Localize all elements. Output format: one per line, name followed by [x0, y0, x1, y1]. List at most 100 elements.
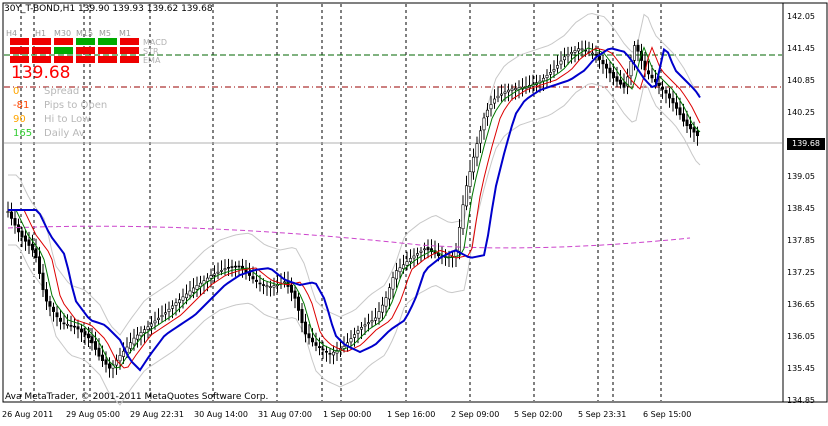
mtf-signal-box — [76, 38, 95, 45]
candle-body — [227, 267, 231, 269]
candle-body — [178, 299, 182, 304]
time-tick: 31 Aug 07:00 — [258, 410, 312, 419]
candle-body — [650, 74, 654, 79]
candle-body — [303, 321, 307, 335]
candle-body — [188, 290, 192, 296]
mtf-signal-box — [98, 38, 117, 45]
mtf-signal-box — [32, 47, 51, 54]
copyright-text: Ava MetaTrader, © 2001-2011 MetaQuotes S… — [5, 392, 269, 402]
candle-body — [611, 72, 615, 78]
tf-h4[interactable]: H4 — [6, 29, 18, 38]
candle-body — [90, 336, 94, 344]
spread-label: Spread — [44, 86, 80, 97]
candle-body — [580, 48, 584, 51]
mtf-signal-box — [32, 56, 51, 63]
price-tick: 139.05 — [787, 172, 815, 181]
candle-body — [143, 329, 147, 334]
time-tick: 29 Aug 05:00 — [66, 410, 120, 419]
candle-body — [415, 253, 419, 256]
candle-body — [268, 286, 272, 288]
candle-body — [41, 272, 45, 290]
candle-body — [422, 248, 426, 251]
candle-body — [349, 338, 353, 343]
tf-m1[interactable]: M1 — [119, 29, 131, 38]
mtf-signal-box — [98, 47, 117, 54]
spread-value: 0 — [13, 86, 20, 97]
candle-body — [475, 143, 479, 158]
candle-body — [258, 282, 262, 285]
candle-body — [255, 279, 259, 282]
candle-body — [296, 296, 300, 311]
time-tick: 1 Sep 00:00 — [323, 410, 372, 419]
tf-m30[interactable]: M30 — [54, 29, 72, 38]
candle-body — [408, 258, 412, 262]
tf-h1[interactable]: H1 — [35, 29, 47, 38]
candle-body — [251, 276, 255, 280]
candle-body — [216, 271, 220, 274]
candle-body — [615, 76, 619, 82]
candle-body — [234, 265, 238, 268]
candle-body — [37, 256, 41, 274]
candle-body — [310, 337, 314, 343]
candle-body — [496, 95, 500, 99]
candle-body — [48, 301, 52, 307]
candle-body — [328, 352, 332, 355]
candle-body — [569, 52, 573, 55]
current-price-tag: 139.68 — [787, 138, 825, 150]
long-ma-line — [7, 225, 691, 249]
candle-body — [136, 334, 140, 340]
candle-body — [27, 239, 31, 246]
candle-body — [545, 75, 549, 78]
candle-body — [108, 363, 112, 369]
candle-body — [76, 326, 80, 330]
mtf-signal-box — [76, 47, 95, 54]
candle-body — [387, 287, 391, 300]
candle-body — [157, 317, 161, 320]
time-tick: 2 Sep 09:00 — [451, 410, 500, 419]
candle-body — [590, 52, 594, 55]
tf-m5[interactable]: M5 — [99, 29, 111, 38]
candle-body — [220, 270, 224, 272]
tf-m15[interactable]: M15 — [76, 29, 94, 38]
candle-body — [10, 211, 14, 219]
candle-body — [6, 211, 10, 213]
candle-body — [101, 354, 105, 362]
candle-body — [150, 323, 154, 327]
candle-body — [625, 76, 629, 87]
candle-body — [335, 350, 339, 354]
candle-body — [377, 311, 381, 319]
candle-body — [300, 309, 304, 324]
candle-body — [104, 359, 108, 365]
candle-body — [62, 322, 66, 325]
candle-body — [174, 302, 178, 306]
candle-body — [94, 341, 98, 350]
candle-body — [478, 130, 482, 144]
fast-ma-line — [8, 46, 701, 369]
candle-body — [363, 324, 367, 327]
indicator-ema: EMA — [143, 56, 161, 65]
candle-body — [331, 351, 335, 356]
price-tick: 137.85 — [787, 236, 815, 245]
price-tick: 134.85 — [787, 396, 815, 405]
candle-body — [359, 327, 363, 330]
candle-body — [695, 130, 699, 137]
candle-body — [562, 56, 566, 61]
candle-body — [559, 60, 563, 65]
mtf-signal-box — [32, 38, 51, 45]
candle-body — [289, 284, 293, 293]
slow-ma-line — [8, 47, 701, 372]
candle-body — [132, 337, 136, 345]
candle-body — [370, 320, 374, 323]
candle-body — [685, 119, 689, 127]
candle-body — [489, 104, 493, 110]
candle-body — [471, 156, 475, 173]
pips-to-open-label: Pips to Open — [44, 100, 108, 111]
candle-body — [692, 127, 696, 133]
candle-body — [73, 325, 77, 328]
candle-body — [464, 185, 468, 207]
candle-body — [629, 60, 633, 77]
price-tick: 142.05 — [787, 12, 815, 21]
time-tick: 26 Aug 2011 — [2, 410, 54, 419]
